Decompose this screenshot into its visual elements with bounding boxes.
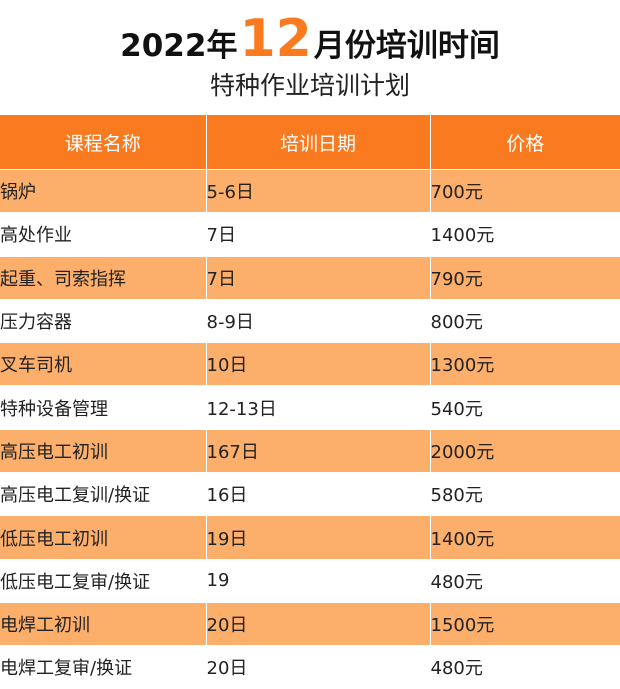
title-month-number: 12 xyxy=(239,9,312,69)
table-row: 高压电工初训 167日 2000元 xyxy=(0,428,620,473)
price-cell: 700元 xyxy=(430,168,620,213)
course-cell: 低压电工初训 xyxy=(0,515,207,560)
table-header-row: 课程名称 培训日期 价格 xyxy=(0,115,620,170)
title-suffix: 月份培训时间 xyxy=(313,28,500,64)
date-cell: 167日 xyxy=(206,428,431,473)
table-row: 电焊工复审/换证 20日 480元 xyxy=(0,645,620,689)
date-cell: 7日 xyxy=(206,255,431,300)
page-title: 2022年 12 月份培训时间 xyxy=(0,8,620,66)
course-cell: 起重、司索指挥 xyxy=(0,255,207,300)
course-cell: 高处作业 xyxy=(0,212,207,257)
price-cell: 1400元 xyxy=(430,212,620,257)
course-cell: 高压电工初训 xyxy=(0,428,207,473)
course-cell: 电焊工复审/换证 xyxy=(0,645,207,689)
table-row: 起重、司索指挥 7日 790元 xyxy=(0,255,620,300)
date-cell: 20日 xyxy=(206,601,431,646)
course-cell: 锅炉 xyxy=(0,168,207,213)
price-cell: 540元 xyxy=(430,385,620,430)
price-cell: 480元 xyxy=(430,645,620,689)
date-cell: 19日 xyxy=(206,515,431,560)
header-date: 培训日期 xyxy=(206,115,431,170)
schedule-table: 课程名称 培训日期 价格 锅炉 5-6日 700元 高处作业 7日 1400元 起重、司索指… xyxy=(0,115,620,689)
table-row: 低压电工复审/换证 19 480元 xyxy=(0,558,620,603)
date-cell: 19 xyxy=(206,558,431,603)
course-cell: 低压电工复审/换证 xyxy=(0,558,207,603)
table-row: 压力容器 8-9日 800元 xyxy=(0,298,620,343)
table-row: 叉车司机 10日 1300元 xyxy=(0,342,620,386)
date-cell: 10日 xyxy=(206,342,431,386)
date-cell: 8-9日 xyxy=(206,298,431,343)
price-cell: 800元 xyxy=(430,298,620,343)
date-cell: 20日 xyxy=(206,645,431,689)
price-cell: 1300元 xyxy=(430,342,620,386)
table-row: 锅炉 5-6日 700元 xyxy=(0,168,620,213)
table-row: 低压电工初训 19日 1400元 xyxy=(0,515,620,560)
course-cell: 叉车司机 xyxy=(0,342,207,386)
date-cell: 5-6日 xyxy=(206,168,431,213)
price-cell: 1400元 xyxy=(430,515,620,560)
course-cell: 特种设备管理 xyxy=(0,385,207,430)
price-cell: 580元 xyxy=(430,472,620,516)
course-cell: 电焊工初训 xyxy=(0,601,207,646)
table-row: 高处作业 7日 1400元 xyxy=(0,212,620,257)
page-subtitle: 特种作业培训计划 xyxy=(209,71,410,100)
table-row: 电焊工初训 20日 1500元 xyxy=(0,601,620,646)
price-cell: 790元 xyxy=(430,255,620,300)
price-cell: 2000元 xyxy=(430,428,620,473)
table-row: 高压电工复训/换证 16日 580元 xyxy=(0,472,620,516)
header-price: 价格 xyxy=(430,115,620,170)
date-cell: 7日 xyxy=(206,212,431,257)
price-cell: 1500元 xyxy=(430,601,620,646)
date-cell: 12-13日 xyxy=(206,385,431,430)
header-course: 课程名称 xyxy=(0,115,207,170)
title-year: 2022年 xyxy=(120,28,238,64)
price-cell: 480元 xyxy=(430,558,620,603)
date-cell: 16日 xyxy=(206,472,431,516)
course-cell: 高压电工复训/换证 xyxy=(0,472,207,516)
course-cell: 压力容器 xyxy=(0,298,207,343)
table-row: 特种设备管理 12-13日 540元 xyxy=(0,385,620,430)
